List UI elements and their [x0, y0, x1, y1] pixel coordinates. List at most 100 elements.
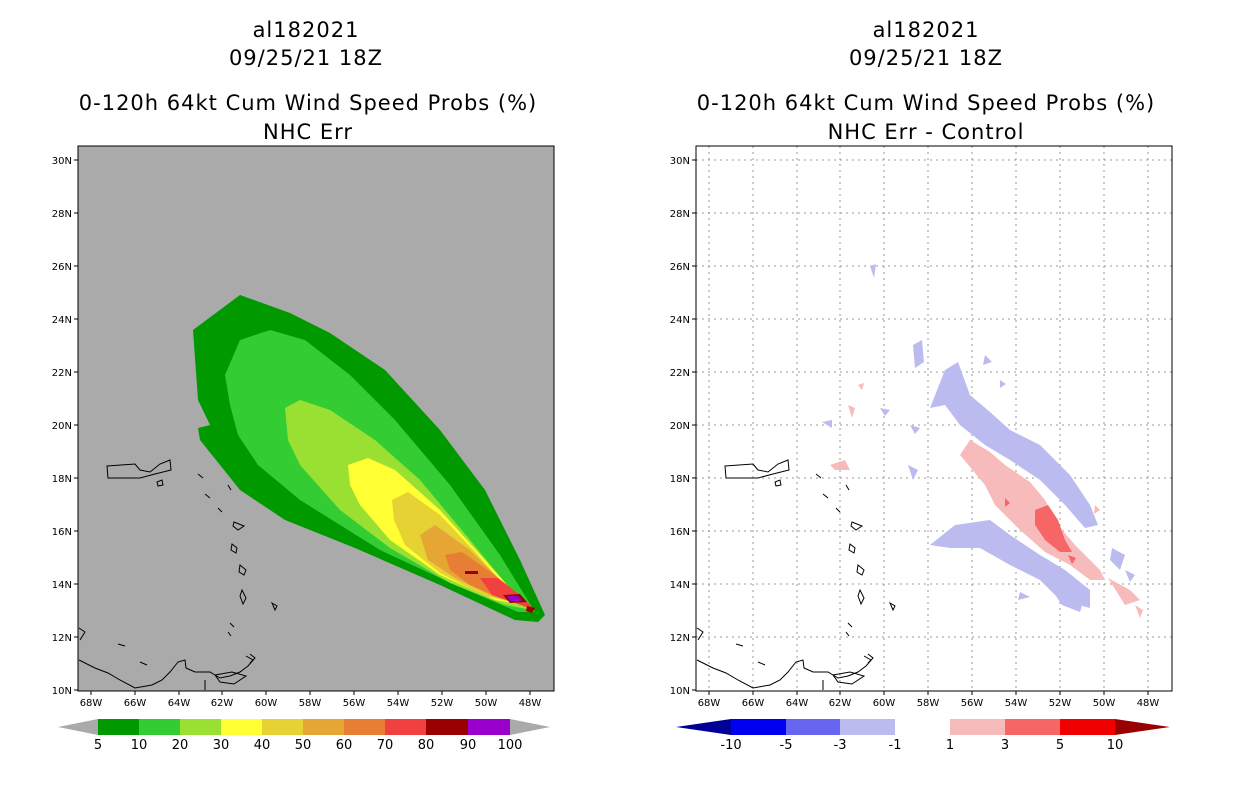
left-lon-axis: [90, 691, 531, 695]
left-colorbar: 5 10 20 30 40 50 60 70 80 90 100: [58, 719, 550, 753]
diff-negative-region: [930, 362, 1098, 528]
right-lon-label: 54W: [1005, 698, 1028, 709]
left-lon-labels: 68W 66W 64W 62W 60W 58W 56W 54W 52W 50W …: [80, 698, 542, 709]
diff-negative-region: [822, 420, 832, 428]
diff-negative-region: [908, 465, 918, 480]
right-colorbar-swatch: [1060, 719, 1115, 735]
right-lon-label: 62W: [829, 698, 852, 709]
right-colorbar-low-arrow: [676, 719, 731, 735]
diff-moderate-positive-region: [1035, 505, 1072, 552]
right-lat-label: 22N: [670, 368, 690, 379]
left-colorbar-swatch: [303, 719, 344, 735]
right-colorbar-label: 3: [1001, 738, 1009, 753]
right-difference-contours: [822, 264, 1143, 618]
left-colorbar-label: 100: [498, 738, 523, 753]
trinidad-outline: [245, 655, 254, 664]
left-lat-label: 28N: [52, 209, 72, 220]
right-lat-axis: [692, 159, 696, 691]
left-lon-label: 58W: [299, 698, 322, 709]
left-colorbar-label: 80: [418, 738, 435, 753]
left-lat-label: 26N: [52, 262, 72, 273]
left-colorbar-label: 40: [254, 738, 271, 753]
left-probability-contours: [193, 295, 545, 622]
left-lon-label: 54W: [387, 698, 410, 709]
right-lat-label: 16N: [670, 527, 690, 538]
right-lon-label: 58W: [917, 698, 940, 709]
left-colorbar-swatch: [139, 719, 180, 735]
right-lat-label: 14N: [670, 580, 690, 591]
antilles-outline: [815, 473, 896, 637]
right-lat-label: 12N: [670, 633, 690, 644]
right-colorbar-label: -10: [720, 738, 741, 753]
left-lon-label: 62W: [211, 698, 234, 709]
right-colorbar-high-arrow: [1115, 719, 1170, 735]
right-lon-label: 66W: [742, 698, 765, 709]
right-title: 0-120h 64kt Cum Wind Speed Probs (%): [697, 91, 1155, 115]
right-datetime: 09/25/21 18Z: [849, 46, 1003, 70]
right-colorbar-swatch: [895, 719, 950, 735]
right-lon-label: 60W: [873, 698, 896, 709]
left-title: 0-120h 64kt Cum Wind Speed Probs (%): [79, 91, 537, 115]
prob-90-contour: [507, 596, 522, 601]
right-colorbar-swatch: [1005, 719, 1060, 735]
right-coastlines: [696, 459, 896, 690]
right-lon-label: 56W: [961, 698, 984, 709]
aruba-outline: [139, 661, 148, 666]
right-colorbar-label: -5: [780, 738, 793, 753]
left-lat-label: 16N: [52, 527, 72, 538]
left-lon-label: 68W: [80, 698, 103, 709]
diff-moderate-positive-region: [1005, 498, 1010, 507]
left-lat-label: 12N: [52, 633, 72, 644]
right-colorbar-label: 10: [1107, 738, 1124, 753]
left-colorbar-swatch: [98, 719, 139, 735]
diff-positive-region: [1108, 578, 1140, 605]
left-colorbar-swatch: [385, 719, 426, 735]
diff-positive-region: [848, 405, 855, 418]
diff-positive-region: [1094, 505, 1100, 514]
right-colorbar-swatch: [950, 719, 1005, 735]
right-lon-label: 50W: [1093, 698, 1116, 709]
left-lat-label: 14N: [52, 580, 72, 591]
trinidad-outline: [863, 655, 872, 664]
right-lat-label: 20N: [670, 421, 690, 432]
diff-negative-region: [1000, 380, 1006, 388]
right-subtitle: NHC Err - Control: [828, 120, 1025, 144]
antilles-outline: [197, 473, 278, 637]
left-colorbar-label: 50: [295, 738, 312, 753]
left-colorbar-label: 10: [131, 738, 148, 753]
left-colorbar-swatch: [180, 719, 221, 735]
right-gridlines: [696, 146, 1172, 691]
diff-negative-region: [870, 264, 876, 278]
diff-negative-region: [1125, 570, 1135, 582]
right-colorbar-swatch: [840, 719, 895, 735]
diff-positive-region: [960, 440, 1105, 580]
left-colorbar-label: 5: [94, 738, 102, 753]
left-colorbar-swatch: [426, 719, 468, 735]
right-colorbar-label: -3: [834, 738, 847, 753]
left-lat-label: 30N: [52, 156, 72, 167]
left-lon-label: 60W: [255, 698, 278, 709]
left-lat-axis: [74, 159, 78, 691]
right-storm-id: al182021: [873, 18, 980, 42]
left-colorbar-swatch: [468, 719, 510, 735]
right-panel: al182021 09/25/21 18Z 0-120h 64kt Cum Wi…: [670, 18, 1173, 753]
left-lat-label: 22N: [52, 368, 72, 379]
left-lat-label: 20N: [52, 421, 72, 432]
left-coastlines: [78, 459, 278, 690]
left-lon-label: 66W: [124, 698, 147, 709]
peninsula-outline: [214, 671, 248, 685]
right-lat-label: 18N: [670, 474, 690, 485]
diff-negative-region: [910, 425, 920, 434]
diff-positive-region: [858, 383, 864, 390]
right-colorbar-label: 5: [1056, 738, 1064, 753]
diff-negative-region: [983, 355, 992, 365]
right-colorbar: -10 -5 -3 -1 1 3 5 10: [676, 719, 1170, 753]
peninsula-outline: [832, 671, 866, 685]
left-colorbar-low-arrow: [58, 719, 98, 735]
right-lat-label: 30N: [670, 156, 690, 167]
left-storm-id: al182021: [253, 18, 360, 42]
diff-moderate-positive-region: [1068, 555, 1076, 564]
diff-negative-region: [1110, 548, 1125, 570]
left-lon-label: 50W: [475, 698, 498, 709]
